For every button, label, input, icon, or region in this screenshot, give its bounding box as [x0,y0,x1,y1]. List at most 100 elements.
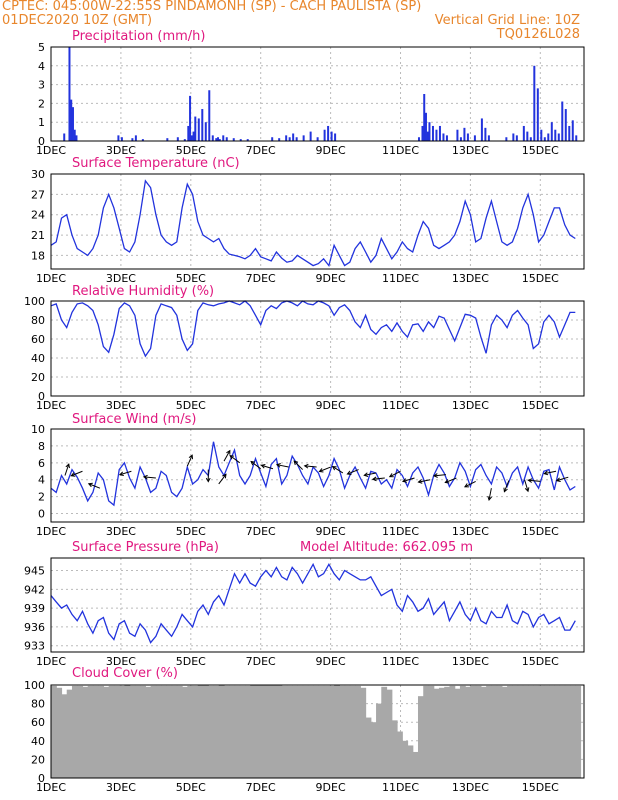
precip-bar [466,133,469,141]
wind-arrow-shaft [418,479,431,483]
precip-bar [423,94,426,141]
wind-vector-arrow [250,460,262,470]
cloud-bar [360,687,367,778]
pressure-xtick-label: 15DEC [522,655,559,668]
wind-arrow-shaft [503,480,510,492]
cloud-bar [61,694,68,778]
precip-bar [246,139,249,141]
wind-arrow-head [388,473,394,478]
precip-bar [540,129,543,141]
wind-arrow-head [205,477,211,483]
wind-arrow-head [527,478,533,483]
cloud-bar [328,685,335,778]
pressure-series-line [50,562,576,644]
cloud-bar [570,685,576,778]
wind-arrow-head [503,487,508,493]
precip-bar [529,137,532,141]
wind-arrow-shaft [528,479,541,482]
wind-vector-arrow [527,478,541,483]
wind-xtick-label: 7DEC [246,525,276,538]
rh-xtick-label: 3DEC [106,399,136,412]
wind-vector-arrow [142,474,156,480]
precip-bar [484,127,487,141]
wind-arrow-shaft [229,455,241,464]
cloud-xtick-label: 3DEC [106,781,136,794]
precip-xtick-label: 9DEC [316,144,346,157]
cloud-bar [543,685,550,778]
wind-arrow-head [543,470,549,476]
cloud-bar [423,685,430,778]
precip-bar [417,137,420,141]
wind-ytick-label: 6 [38,457,45,470]
wind-arrow-shaft [433,474,446,477]
wind-arrow-shaft [372,477,385,480]
precip-bar [426,131,429,141]
cloud-bar [344,685,351,778]
rh-ytick-label: 60 [31,333,45,346]
cloud-bar [203,685,209,778]
temp-ytick-label: 30 [31,168,45,181]
wind-vector-arrow [363,472,377,477]
cloud-bar [224,685,230,778]
cloud-bar [480,686,487,778]
cloud-bar [549,685,555,778]
cloud-bar [286,685,293,778]
wind-arrow-shaft [261,464,274,470]
rh-xtick-label: 11DEC [382,399,419,412]
precip-bar [131,138,134,141]
precip-bar [141,139,144,141]
wind-arrow-shaft [389,470,401,478]
cloud-bar [402,740,409,778]
wind-arrow-shaft [64,463,70,476]
cloud-xtick-label: 5DEC [176,781,206,794]
wind-vector-arrow [218,473,227,485]
precip-bar [309,131,312,141]
cloud-ytick-label: 40 [31,735,45,748]
temp-series-line [50,179,576,268]
cloud-bar [449,685,456,778]
cloud-panel: 0 20 40 60 80 100 1DEC 3DEC 5DEC 7DEC 9DEC 11DEC 13D… [24,679,585,794]
rh-frame [50,300,585,397]
wind-arrow-shaft [186,455,193,467]
wind-vector-arrow [463,480,476,488]
precip-bar [183,139,186,141]
temp-ytick-label: 21 [31,229,45,242]
wind-xtick-label: 1DEC [36,525,66,538]
cloud-xtick-label: 9DEC [316,781,346,794]
precip-xtick-label: 7DEC [246,144,276,157]
cloud-bar [349,685,356,778]
cloud-bar [239,685,246,778]
wind-arrow-head [363,472,369,477]
cloud-bar [124,685,131,778]
precip-bar [285,135,288,141]
wind-series-line [50,441,576,507]
temp-xtick-label: 3DEC [106,272,136,285]
wind-vector-arrow [371,476,385,482]
precip-frame [50,46,585,142]
cloud-bar [265,685,272,778]
wind-vector-arrow [346,469,359,476]
rh-panel: 0 20 40 60 80 100 1DEC 3DEC 5DEC 7DEC 9DEC 11DEC 13D… [24,295,585,412]
wind-vector-arrow [303,463,317,469]
cloud-bar [71,685,78,778]
precip-bar [435,129,438,141]
wind-arrow-head [250,460,256,466]
wind-vector-arrow [543,470,557,476]
cloud-bar [51,685,57,778]
precip-bar [564,109,567,141]
cloud-bar [98,685,105,778]
pressure-xtick-label: 3DEC [106,655,136,668]
wind-arrow-shaft [445,477,457,483]
cloud-bar [475,685,482,778]
cloud-bar [182,686,188,778]
precip-bar [192,131,195,141]
precip-bar [543,137,546,141]
precip-bar [316,137,319,141]
wind-ytick-label: 2 [38,491,45,504]
cloud-xtick-label: 7DEC [246,781,276,794]
cloud-bar [166,685,173,778]
rh-xtick-label: 13DEC [452,399,489,412]
wind-arrow-head [555,477,561,482]
cloud-bar [281,685,288,778]
precip-bar [505,137,508,141]
